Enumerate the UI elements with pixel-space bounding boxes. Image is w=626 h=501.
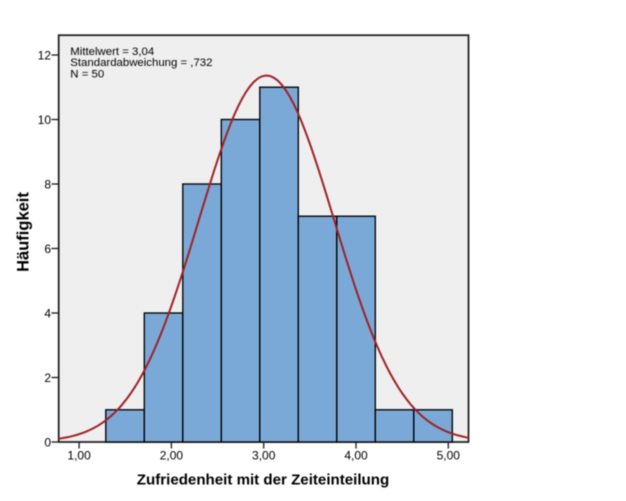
- svg-text:Zufriedenheit mit der Zeiteint: Zufriedenheit mit der Zeiteinteilung: [137, 471, 389, 488]
- svg-text:Mittelwert = 3,04: Mittelwert = 3,04: [70, 46, 154, 58]
- svg-text:1,00: 1,00: [67, 448, 91, 462]
- svg-text:2,00: 2,00: [160, 448, 184, 462]
- svg-text:N = 50: N = 50: [70, 68, 104, 80]
- svg-text:3,00: 3,00: [252, 448, 276, 462]
- svg-text:4: 4: [44, 306, 51, 320]
- svg-text:Standardabweichung = ,732: Standardabweichung = ,732: [70, 57, 212, 69]
- svg-text:10: 10: [38, 113, 52, 127]
- svg-text:4,00: 4,00: [344, 448, 368, 462]
- svg-text:12: 12: [38, 48, 52, 62]
- svg-text:8: 8: [44, 177, 51, 191]
- svg-text:Häufigkeit: Häufigkeit: [15, 192, 33, 272]
- svg-text:0: 0: [44, 435, 51, 449]
- svg-text:2: 2: [44, 371, 51, 385]
- svg-text:5,00: 5,00: [437, 448, 461, 462]
- svg-text:6: 6: [44, 242, 51, 256]
